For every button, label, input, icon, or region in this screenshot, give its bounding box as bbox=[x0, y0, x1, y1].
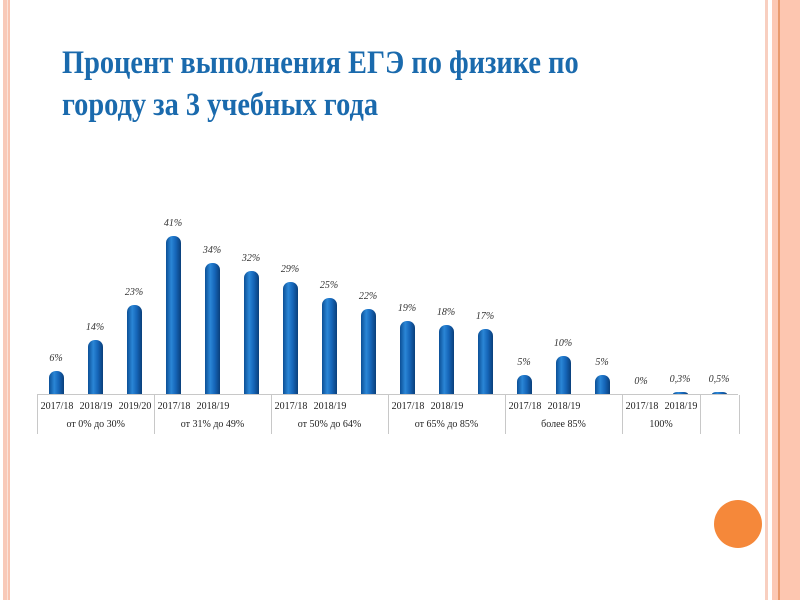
bar bbox=[165, 236, 181, 394]
right-border-stripe bbox=[780, 0, 800, 600]
bar bbox=[126, 305, 142, 394]
value-label: 14% bbox=[85, 322, 105, 334]
value-label: 19% bbox=[397, 302, 417, 314]
value-label: 34% bbox=[202, 245, 222, 257]
value-label: 22% bbox=[358, 291, 378, 303]
bar bbox=[516, 374, 532, 394]
bar bbox=[360, 309, 376, 394]
year-label: 2019/20 bbox=[118, 401, 152, 412]
title-line-1: Процент выполнения ЕГЭ по физике по bbox=[62, 45, 579, 81]
category-group-label: от 65% до 85% bbox=[414, 419, 479, 430]
bar bbox=[438, 324, 454, 394]
category-group: от 31% до 49% bbox=[155, 395, 272, 434]
bar bbox=[711, 392, 727, 394]
value-label: 32% bbox=[241, 252, 261, 264]
right-border-stripe bbox=[772, 0, 780, 600]
value-label: 18% bbox=[436, 306, 456, 318]
category-group-label: от 31% до 49% bbox=[180, 419, 245, 430]
bar bbox=[672, 392, 688, 394]
category-group-label: от 50% до 64% bbox=[297, 419, 362, 430]
year-label: 2018/19 bbox=[79, 401, 113, 412]
category-group-label: 100% bbox=[649, 419, 673, 430]
category-group-label: более 85% bbox=[541, 419, 586, 430]
slide-title: Процент выполнения ЕГЭ по физике по горо… bbox=[62, 42, 647, 126]
value-label: 6% bbox=[49, 352, 63, 364]
category-group bbox=[701, 395, 740, 434]
bar bbox=[204, 263, 220, 394]
category-group: от 65% до 85% bbox=[389, 395, 506, 434]
value-label: 5% bbox=[517, 356, 531, 368]
category-table: 2017/18 2018/19 2019/20 от 0% до 30% 2017/18… bbox=[37, 395, 740, 434]
decorative-orange-dot bbox=[714, 500, 762, 548]
category-group-label: от 0% до 30% bbox=[66, 419, 126, 430]
value-label: 25% bbox=[319, 279, 339, 291]
title-line-2: городу за 3 учебных года bbox=[62, 87, 379, 123]
value-label: 23% bbox=[124, 287, 144, 299]
category-group: от 0% до 30% bbox=[38, 395, 155, 434]
year-label: 2017/18 bbox=[274, 401, 308, 412]
bar bbox=[243, 270, 259, 394]
category-group: от 50% до 64% bbox=[272, 395, 389, 434]
bar bbox=[48, 370, 64, 394]
year-label: 2018/19 bbox=[196, 401, 230, 412]
bar bbox=[87, 340, 103, 394]
value-label: 29% bbox=[280, 264, 300, 276]
bar bbox=[321, 297, 337, 394]
year-label: 2017/18 bbox=[157, 401, 191, 412]
bar bbox=[594, 374, 610, 394]
category-group: более 85% bbox=[506, 395, 623, 434]
year-label: 2017/18 bbox=[391, 401, 425, 412]
value-label: 10% bbox=[553, 337, 573, 349]
value-label: 0% bbox=[634, 376, 648, 387]
year-label: 2017/18 bbox=[508, 401, 542, 412]
bar bbox=[477, 328, 493, 394]
bar bbox=[399, 320, 415, 394]
axis-baseline bbox=[37, 394, 738, 395]
category-group: 100% bbox=[623, 395, 701, 434]
year-label: 2018/19 bbox=[313, 401, 347, 412]
left-border-stripe bbox=[8, 0, 10, 600]
year-label: 2018/19 bbox=[547, 401, 581, 412]
value-label: 0,5% bbox=[708, 374, 730, 385]
right-border-stripe bbox=[765, 0, 768, 600]
left-border-stripe bbox=[7, 0, 8, 600]
year-label: 2017/18 bbox=[625, 401, 659, 412]
right-border-stripe bbox=[778, 0, 780, 600]
value-label: 41% bbox=[163, 218, 183, 230]
value-label: 5% bbox=[595, 356, 609, 368]
value-label: 17% bbox=[475, 310, 495, 322]
value-label: 0,3% bbox=[669, 374, 691, 385]
year-label: 2018/19 bbox=[430, 401, 464, 412]
year-label: 2017/18 bbox=[40, 401, 74, 412]
year-label: 2018/19 bbox=[664, 401, 698, 412]
bar bbox=[282, 282, 298, 394]
bar bbox=[555, 355, 571, 394]
left-border-stripe bbox=[3, 0, 7, 600]
